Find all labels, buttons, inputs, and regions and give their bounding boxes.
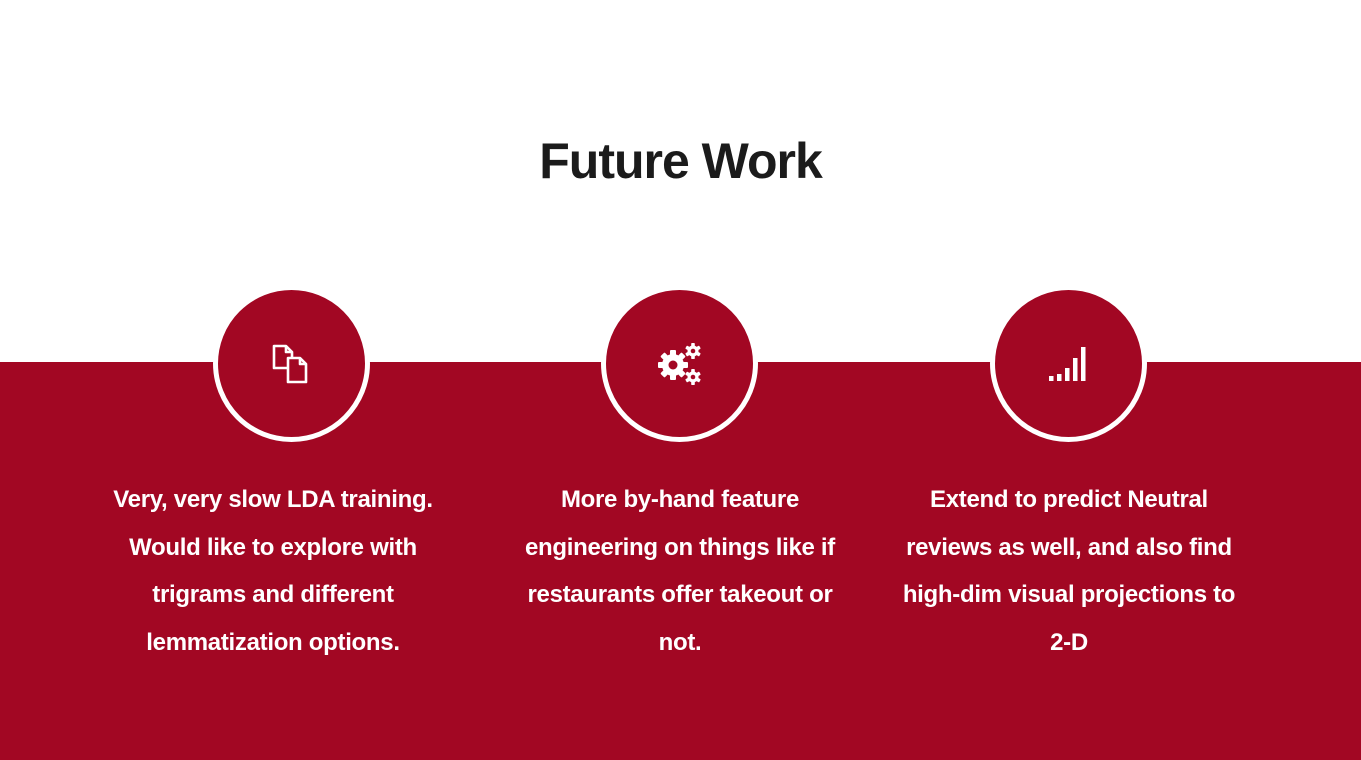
item-1-description: Very, very slow LDA training. Would like…	[113, 486, 433, 656]
item-3-icon-circle	[990, 285, 1147, 442]
item-3-description: Extend to predict Neutral reviews as wel…	[902, 486, 1236, 656]
item-1-icon-circle	[213, 285, 370, 442]
copy-documents-icon	[272, 344, 307, 383]
item-2-description: More by-hand feature engineering on thin…	[525, 486, 835, 656]
item-2-icon-circle	[601, 285, 758, 442]
page-title: Future Work	[539, 133, 823, 189]
signal-bars-icon	[1048, 346, 1085, 381]
gears-icon	[657, 342, 701, 385]
